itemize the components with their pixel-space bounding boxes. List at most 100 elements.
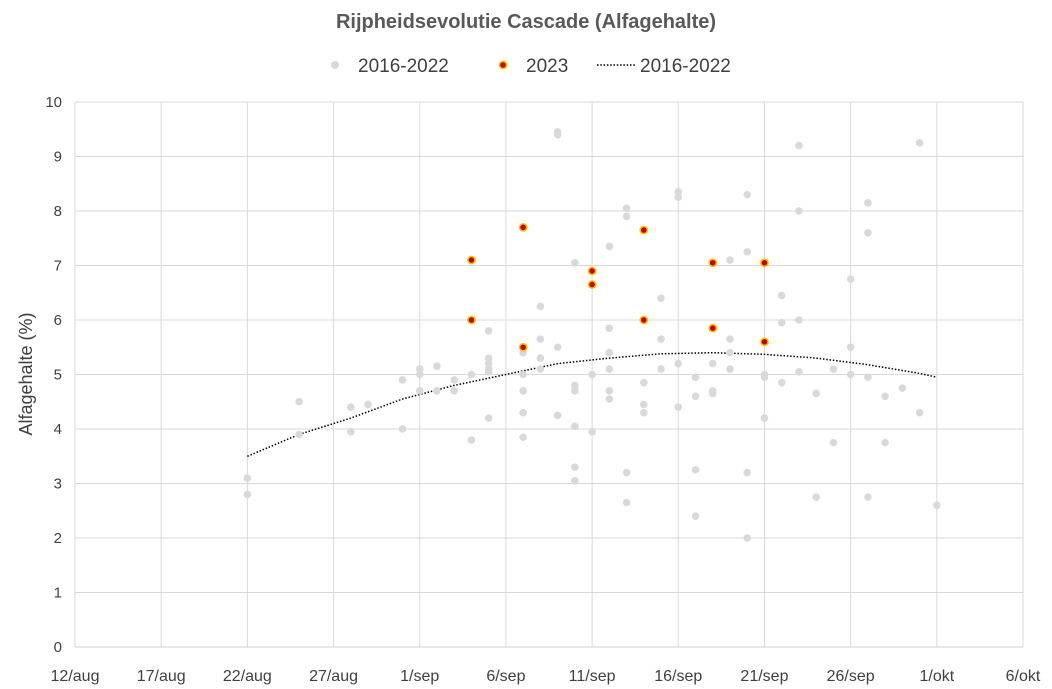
y-tick-label: 6 (54, 312, 62, 329)
data-point-2016-2022 (415, 387, 424, 395)
data-point-2023 (708, 323, 718, 333)
data-point-2023 (639, 225, 649, 235)
data-point-2023 (518, 342, 528, 352)
data-point-2016-2022 (691, 466, 700, 474)
data-point-2016-2022 (450, 387, 459, 395)
x-tick-label: 11/sep (569, 668, 616, 685)
data-point-2016-2022 (571, 422, 579, 431)
data-point-2016-2022 (346, 427, 355, 436)
data-point-2023 (587, 280, 597, 289)
data-point-2016-2022 (571, 476, 579, 485)
data-point-2023 (760, 337, 769, 347)
data-point-2016-2022 (691, 392, 700, 401)
data-point-2016-2022 (657, 294, 665, 303)
data-point-2023 (518, 222, 528, 232)
data-point-2016-2022 (846, 343, 855, 352)
x-tick-label: 6/okt (1006, 668, 1041, 685)
data-point-2016-2022 (622, 204, 631, 213)
data-point-2016-2022 (933, 501, 941, 510)
data-point-2016-2022 (743, 534, 752, 542)
data-point-2016-2022 (846, 275, 855, 283)
data-point-2016-2022 (691, 373, 700, 382)
y-tick-label: 10 (45, 94, 62, 111)
data-point-2016-2022 (605, 365, 614, 373)
legend-marker-historical (331, 61, 339, 69)
data-point-2016-2022 (708, 359, 717, 368)
data-point-2016-2022 (726, 365, 734, 373)
x-tick-label: 1/sep (400, 668, 439, 685)
chart-title: Rijpheidsevolutie Cascade (Alfagehalte) (336, 11, 716, 33)
data-point-2016-2022 (553, 411, 562, 420)
data-point-2016-2022 (674, 193, 683, 202)
data-point-2016-2022 (622, 468, 631, 477)
data-point-2016-2022 (881, 392, 889, 401)
x-tick-label: 22/aug (223, 668, 272, 685)
legend-label-2023: 2023 (526, 56, 568, 77)
y-tick-label: 4 (54, 421, 62, 438)
data-point-2016-2022 (829, 438, 838, 447)
data-point-2016-2022 (536, 335, 545, 343)
data-point-2016-2022 (726, 335, 734, 343)
data-point-2016-2022 (726, 256, 734, 264)
data-point-2016-2022 (743, 468, 752, 477)
data-point-2016-2022 (605, 395, 614, 403)
data-point-2016-2022 (812, 389, 820, 398)
series-2023 (467, 222, 769, 352)
data-point-2016-2022 (398, 425, 407, 433)
data-point-2016-2022 (536, 354, 545, 362)
data-point-2016-2022 (795, 141, 803, 150)
data-point-2016-2022 (864, 199, 872, 207)
data-point-2016-2022 (795, 207, 803, 215)
data-point-2016-2022 (812, 493, 820, 501)
legend-marker-2023 (498, 60, 508, 70)
data-point-2016-2022 (433, 362, 441, 371)
data-point-2016-2022 (640, 400, 648, 409)
data-point-2023 (639, 315, 649, 325)
data-point-2016-2022 (467, 436, 476, 444)
data-point-2016-2022 (864, 373, 872, 382)
y-tick-label: 0 (54, 639, 62, 656)
data-point-2016-2022 (295, 430, 303, 439)
x-tick-label: 17/aug (137, 668, 186, 685)
legend-item-2023: 2023 (498, 56, 568, 77)
data-point-2016-2022 (915, 139, 924, 147)
data-point-2016-2022 (829, 365, 838, 373)
data-point-2016-2022 (691, 512, 700, 520)
data-point-2016-2022 (295, 397, 303, 406)
x-tick-label: 21/sep (740, 668, 788, 685)
data-point-2016-2022 (760, 373, 769, 382)
data-point-2016-2022 (588, 427, 596, 436)
data-point-2016-2022 (553, 130, 562, 139)
data-point-2016-2022 (898, 384, 907, 392)
data-point-2016-2022 (708, 389, 717, 398)
y-tick-label: 8 (54, 203, 62, 220)
data-point-2016-2022 (484, 367, 493, 376)
data-point-2023 (760, 258, 769, 268)
y-axis-label: Alfagehalte (%) (16, 312, 36, 435)
data-point-2016-2022 (777, 378, 786, 387)
y-tick-label: 3 (54, 476, 62, 493)
data-point-2016-2022 (726, 348, 734, 357)
data-point-2016-2022 (777, 291, 786, 300)
y-tick-label: 2 (54, 530, 62, 547)
data-point-2023 (587, 266, 597, 276)
legend-item-historical: 2016-2022 (331, 56, 449, 77)
data-point-2016-2022 (415, 370, 424, 379)
data-point-2016-2022 (674, 403, 683, 412)
x-axis-ticks: 12/aug 17/aug 22/aug 27/aug 1/sep 6/sep 11/sep… (51, 668, 1041, 685)
data-point-2016-2022 (519, 387, 527, 395)
data-point-2016-2022 (536, 365, 545, 373)
data-point-2016-2022 (846, 370, 855, 379)
data-point-2023 (467, 255, 476, 265)
y-tick-label: 5 (54, 367, 62, 384)
data-point-2016-2022 (450, 376, 459, 384)
x-tick-label: 27/aug (309, 668, 358, 685)
data-point-2016-2022 (519, 433, 527, 441)
data-point-2016-2022 (467, 370, 476, 379)
data-point-2016-2022 (346, 403, 355, 412)
data-point-2016-2022 (571, 258, 579, 267)
data-point-2016-2022 (622, 212, 631, 221)
x-tick-label: 1/okt (919, 668, 954, 685)
trendline-path (247, 351, 937, 457)
